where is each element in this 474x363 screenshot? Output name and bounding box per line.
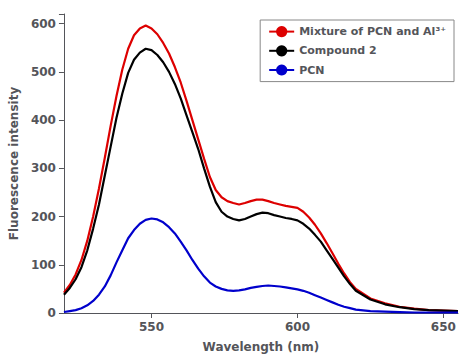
svg-text:Wavelength (nm): Wavelength (nm)	[203, 340, 320, 354]
svg-text:650: 650	[431, 320, 456, 334]
svg-text:PCN: PCN	[299, 64, 324, 77]
svg-text:100: 100	[31, 258, 56, 272]
svg-text:Mixture of PCN and Al³⁺: Mixture of PCN and Al³⁺	[299, 25, 446, 38]
svg-text:400: 400	[31, 113, 56, 127]
svg-text:600: 600	[285, 320, 310, 334]
svg-text:200: 200	[31, 210, 56, 224]
svg-text:Fluorescence intensity: Fluorescence intensity	[7, 87, 21, 241]
svg-text:0: 0	[48, 306, 56, 320]
svg-text:300: 300	[31, 161, 56, 175]
svg-text:Compound 2: Compound 2	[299, 44, 377, 57]
svg-text:550: 550	[139, 320, 164, 334]
svg-text:500: 500	[31, 65, 56, 79]
svg-text:600: 600	[31, 17, 56, 31]
